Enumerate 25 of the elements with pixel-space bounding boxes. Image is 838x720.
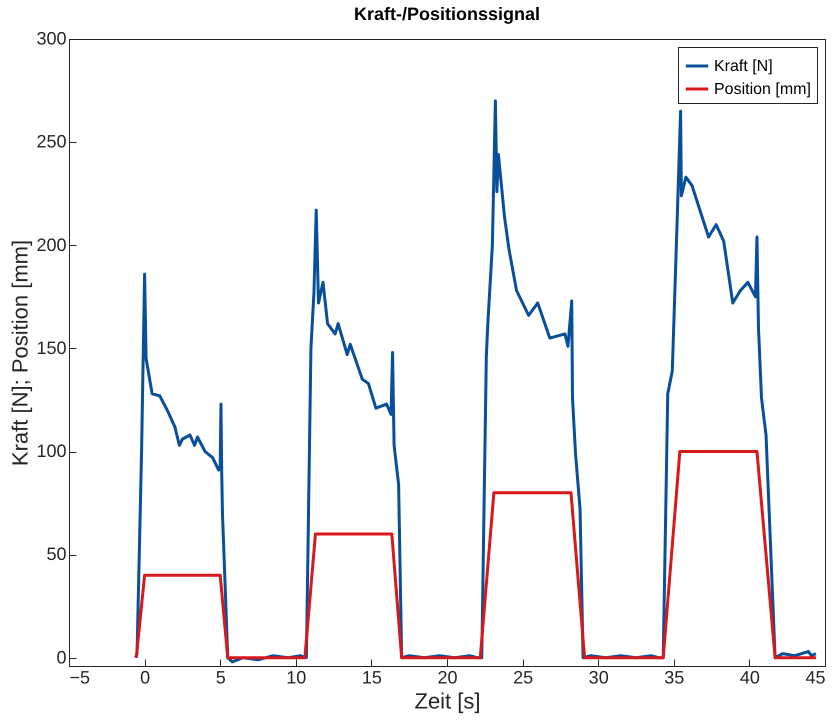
line-series: [134, 450, 818, 660]
chart-title: Kraft-/Positionssignal: [354, 4, 540, 24]
y-tick-label: 100: [36, 441, 66, 461]
line-series: [134, 99, 818, 664]
y-tick-label: 300: [36, 28, 66, 48]
y-tick-label: 200: [36, 234, 66, 255]
x-tick-label: 0: [140, 668, 150, 688]
x-tick-label: 25: [513, 668, 534, 688]
y-tick-label: 150: [36, 338, 66, 358]
x-tick-label: 20: [437, 668, 458, 688]
legend-label: Kraft [N]: [714, 58, 773, 75]
x-tick-label: 45: [805, 668, 826, 688]
y-tick-label: 50: [46, 544, 66, 564]
x-tick-label: 35: [664, 668, 684, 688]
y-tick-label: 0: [56, 647, 66, 668]
x-tick-label: 5: [216, 668, 226, 688]
x-axis-title: Zeit [s]: [414, 688, 481, 714]
x-tick-label: 40: [740, 668, 760, 688]
legend-label: Position [mm]: [714, 81, 811, 98]
y-axis-title: Kraft [N]; Position [mm]: [7, 240, 32, 466]
x-tick-label: 30: [588, 668, 609, 688]
x-tick-label: −5: [70, 668, 90, 688]
y-tick-label: 250: [36, 132, 66, 152]
x-tick-label: 15: [362, 668, 382, 688]
x-tick-label: 10: [286, 668, 306, 688]
